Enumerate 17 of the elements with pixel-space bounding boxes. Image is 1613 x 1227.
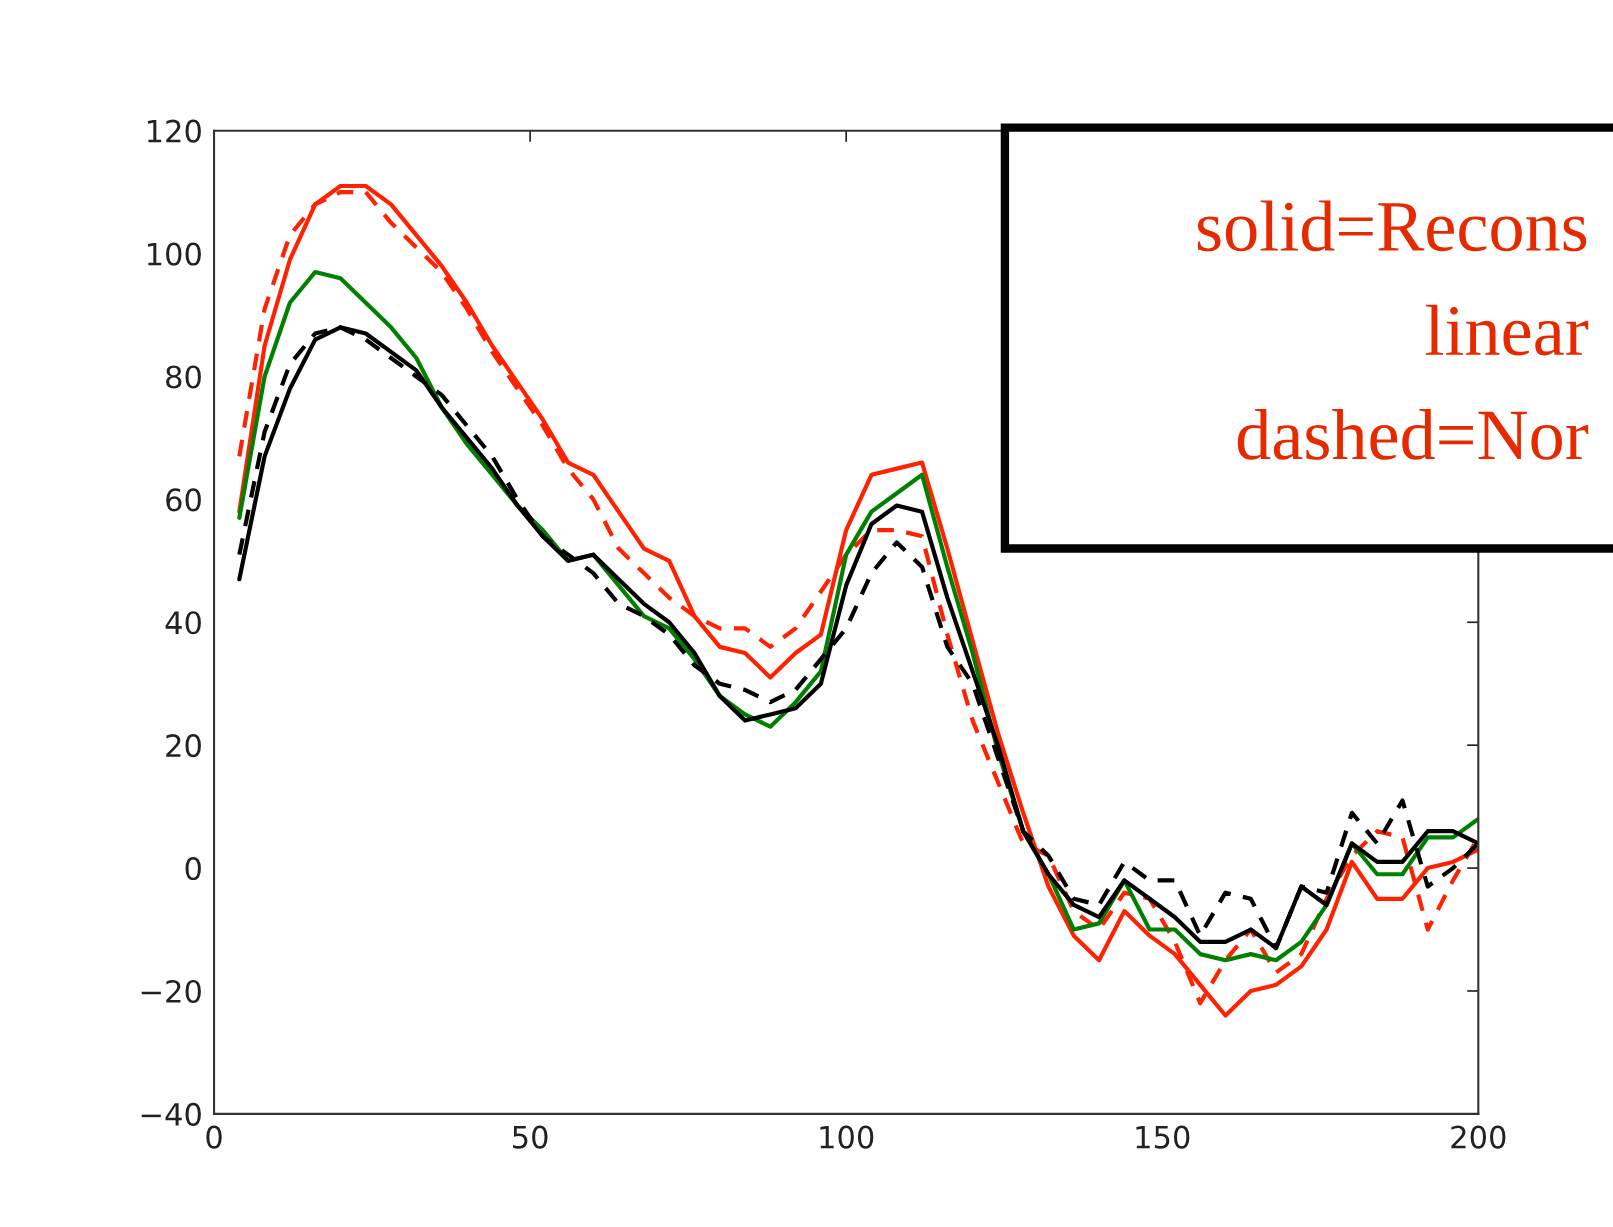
y-tick-label: 60	[166, 488, 201, 512]
x-tick-label: 100	[820, 1125, 874, 1149]
y-tick-label: 100	[147, 242, 201, 266]
annotation: solid=Recons	[1197, 200, 1587, 252]
y-tick-label: 20	[166, 734, 201, 758]
y-tick-label: −40	[141, 1102, 201, 1126]
y-tick-label: 120	[147, 119, 201, 143]
y-tick-label: 0	[185, 857, 201, 881]
annotation: linear	[1425, 304, 1589, 356]
y-tick-label: 40	[165, 611, 201, 635]
x-tick-label: 150	[1136, 1125, 1190, 1149]
y-tick-label: −20	[141, 979, 201, 1004]
x-tick-label: 200	[1451, 1125, 1506, 1149]
x-tick-label: 0	[206, 1125, 222, 1149]
y-tick-label: 80	[166, 365, 201, 389]
annotation: dashed=Nor	[1237, 408, 1589, 460]
x-tick-label: 50	[513, 1125, 548, 1149]
